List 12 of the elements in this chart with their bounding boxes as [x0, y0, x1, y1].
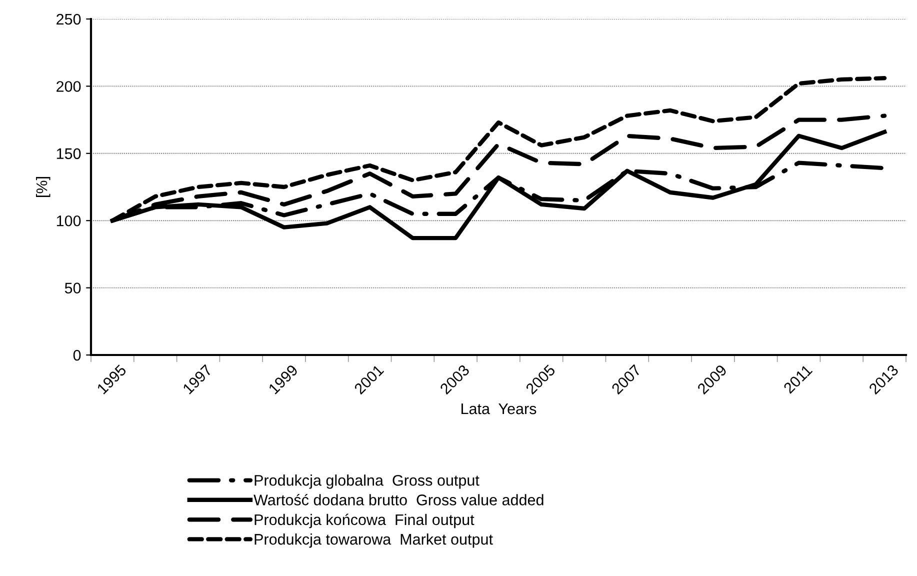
legend-label: Produkcja globalna Gross output	[254, 474, 480, 489]
legend-label: Produkcja końcowa Final output	[254, 514, 474, 528]
y-tick-label: 250	[56, 14, 81, 25]
y-tick-label: 50	[64, 282, 81, 294]
y-axis-title: [%]	[36, 177, 50, 197]
legend-label: Wartość dodana brutto Gross value added	[254, 494, 544, 506]
y-tick-label: 150	[56, 148, 81, 160]
y-tick-label: 0	[73, 350, 81, 361]
y-tick-label: 100	[56, 215, 81, 226]
legend-label: Produkcja towarowa Market output	[254, 533, 493, 548]
y-tick-label: 200	[56, 81, 81, 92]
x-axis-title: Lata Years	[462, 404, 536, 414]
